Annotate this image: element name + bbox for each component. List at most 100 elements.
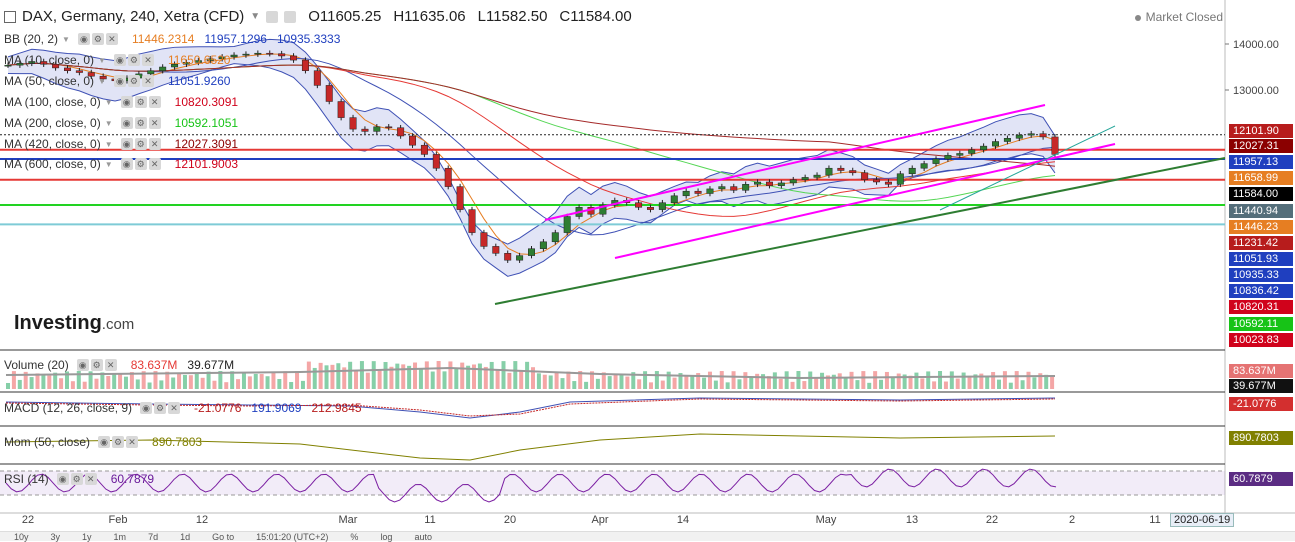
volume-legend: Volume (20) ◉ ⚙ ✕ 83.637M 39.677M [4, 358, 234, 372]
indicator-row[interactable]: MA (100, close, 0) ▼ ◉ ⚙ ✕ 10820.3091 [4, 95, 238, 109]
indicator-row[interactable]: BB (20, 2) ▼ ◉ ⚙ ✕ 11446.2314 11957.1296 10935.… [4, 32, 340, 46]
close-icon[interactable]: ✕ [148, 158, 161, 170]
rsi-line [5, 468, 1057, 503]
indicator-row[interactable]: MA (50, close, 0) ▼ ◉ ⚙ ✕ 11051.9260 [4, 74, 230, 88]
close-icon[interactable]: ✕ [84, 473, 97, 485]
chevron-down-icon[interactable]: ▼ [104, 139, 113, 149]
bollinger-upper-line [7, 38, 1056, 245]
bollinger-band-fill [8, 39, 1055, 277]
eye-icon[interactable]: ◉ [113, 75, 126, 87]
gear-icon[interactable]: ⚙ [134, 96, 147, 108]
volume-bar [507, 372, 512, 389]
indicator-row[interactable]: MA (200, close, 0) ▼ ◉ ⚙ ✕ 10592.1051 [4, 116, 238, 130]
eye-icon[interactable]: ◉ [113, 54, 126, 66]
toolbar-item[interactable]: 1y [82, 532, 92, 542]
eye-icon[interactable]: ◉ [77, 33, 90, 45]
gear-icon[interactable]: ⚙ [90, 359, 103, 371]
chevron-down-icon[interactable]: ▼ [98, 76, 106, 86]
toolbar-item[interactable]: 10y [14, 532, 29, 542]
toolbar-item[interactable]: % [350, 532, 359, 542]
candle-body [64, 67, 71, 71]
candle-body [290, 55, 298, 61]
gear-icon[interactable]: ⚙ [134, 117, 147, 129]
volume-bar [330, 364, 335, 389]
chevron-down-icon[interactable]: ▼ [104, 118, 113, 128]
menu-icon[interactable] [4, 10, 16, 23]
gear-icon[interactable]: ⚙ [134, 138, 147, 150]
channel-lower-trendline [614, 143, 1116, 259]
chevron-down-icon[interactable]: ▼ [62, 34, 70, 44]
eye-icon[interactable]: ◉ [98, 436, 111, 448]
toolbar-item[interactable]: auto [414, 532, 432, 542]
settings-icon[interactable] [266, 10, 279, 23]
close-icon[interactable]: ✕ [148, 96, 161, 108]
volume-bar [920, 378, 925, 389]
chevron-down-icon[interactable]: ▼ [98, 55, 106, 65]
volume-bar [855, 380, 860, 389]
indicator-label: MA (10, close, 0) [4, 53, 95, 67]
price-badge: 11446.23 [1229, 220, 1293, 234]
close-icon[interactable]: ✕ [168, 402, 181, 414]
high-label: H [393, 8, 405, 25]
price-badge: 11231.42 [1229, 236, 1293, 250]
close-icon[interactable]: ✕ [141, 75, 154, 87]
indicator-row[interactable]: MA (10, close, 0) ▼ ◉ ⚙ ✕ 11650.6520 [4, 53, 230, 67]
volume-bar [938, 371, 943, 389]
eye-icon[interactable]: ◉ [120, 138, 133, 150]
close-icon[interactable]: ✕ [141, 54, 154, 66]
volume-bar [932, 381, 937, 389]
eye-icon[interactable]: ◉ [120, 158, 133, 170]
eye-icon[interactable]: ◉ [76, 359, 89, 371]
toolbar-item[interactable]: 7d [148, 532, 159, 542]
candle-body [504, 253, 512, 261]
close-icon[interactable]: ✕ [148, 117, 161, 129]
open-value: 11605.25 [319, 8, 382, 25]
volume-bar [566, 371, 571, 389]
eye-icon[interactable] [284, 10, 297, 23]
indicator-row[interactable]: MA (420, close, 0) ▼ ◉ ⚙ ✕ 12027.3091 [4, 137, 238, 151]
price-badge: 10820.31 [1229, 300, 1293, 314]
candle-body [825, 167, 833, 176]
gear-icon[interactable]: ⚙ [127, 75, 140, 87]
toolbar-item[interactable]: log [380, 532, 393, 542]
volume-bar [324, 365, 329, 389]
candle-body [40, 61, 48, 65]
volume-bar [1002, 371, 1007, 389]
gear-icon[interactable]: ⚙ [112, 436, 125, 448]
gear-icon[interactable]: ⚙ [70, 473, 83, 485]
close-icon[interactable]: ✕ [148, 138, 161, 150]
gear-icon[interactable]: ⚙ [127, 54, 140, 66]
chevron-down-icon[interactable]: ▼ [104, 97, 113, 107]
indicator-row[interactable]: MA (600, close, 0) ▼ ◉ ⚙ ✕ 12101.9003 [4, 157, 238, 171]
volume-bar [991, 372, 996, 389]
candle-body [551, 232, 559, 243]
volume-bar [165, 371, 170, 389]
chevron-down-icon[interactable]: ▼ [104, 159, 113, 169]
close-icon[interactable]: ✕ [104, 359, 117, 371]
eye-icon[interactable]: ◉ [140, 402, 153, 414]
toolbar-item[interactable]: 1m [113, 532, 127, 542]
volume-bar [902, 374, 907, 389]
eye-icon[interactable]: ◉ [120, 96, 133, 108]
volume-bar [690, 375, 695, 389]
gear-icon[interactable]: ⚙ [91, 33, 104, 45]
volume-bar [35, 373, 40, 389]
gear-icon[interactable]: ⚙ [134, 158, 147, 170]
volume-bar [867, 382, 872, 389]
chevron-down-icon[interactable]: ▼ [250, 11, 261, 22]
toolbar-item[interactable]: 3y [50, 532, 61, 542]
indicator-value: 12101.9003 [174, 157, 239, 171]
eye-icon[interactable]: ◉ [120, 117, 133, 129]
gear-icon[interactable]: ⚙ [154, 402, 167, 414]
toolbar-item[interactable]: 15:01:20 (UTC+2) [256, 532, 329, 542]
volume-bar [820, 372, 825, 389]
toolbar-item[interactable]: Go to [212, 532, 235, 542]
mom-legend: Mom (50, close) ◉ ⚙ ✕ 890.7803 [4, 435, 202, 449]
close-icon[interactable]: ✕ [105, 33, 118, 45]
volume-bar [578, 371, 583, 389]
volume-bar [542, 374, 547, 389]
toolbar-item[interactable]: 1d [180, 532, 191, 542]
eye-icon[interactable]: ◉ [56, 473, 69, 485]
close-icon[interactable]: ✕ [126, 436, 139, 448]
